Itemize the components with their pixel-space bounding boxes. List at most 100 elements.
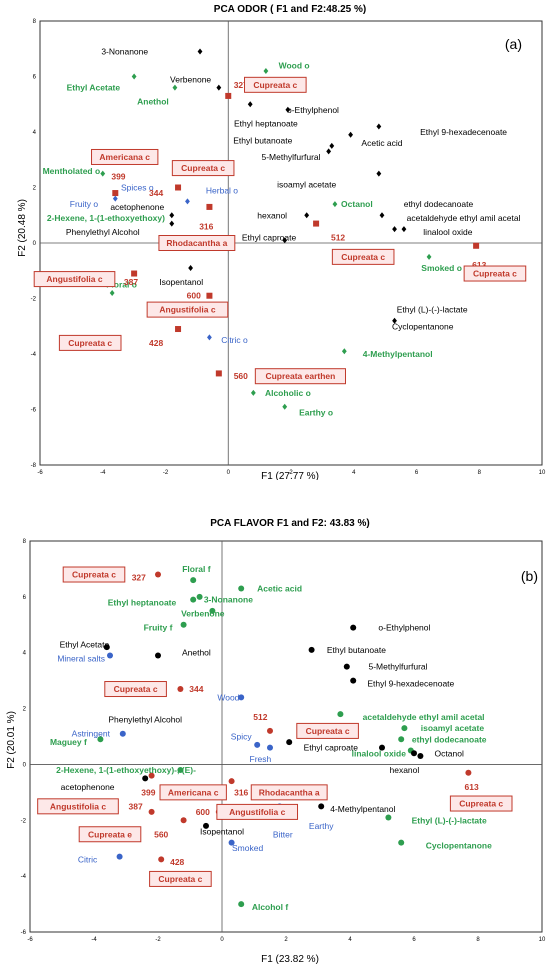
point-label: Cyclopentanone (392, 321, 454, 331)
data-point-attribute-green (385, 814, 392, 821)
point-label: 613 (472, 260, 486, 270)
y-tick-label: 8 (23, 539, 27, 545)
sample-label: Angustifolia c (159, 305, 215, 315)
data-point-compound (379, 212, 385, 219)
x-axis-label: F1 (23.82 %) (261, 954, 319, 965)
data-point-compound (247, 101, 253, 108)
data-point-attribute-green (97, 736, 104, 743)
y-tick-label: 4 (23, 651, 27, 657)
x-tick-label: -2 (155, 937, 161, 943)
data-point-attribute-green (180, 621, 187, 628)
sample-label: Cupreata c (459, 799, 503, 809)
point-label: 2-Hexene, 1-(1-ethoxyethoxy) (47, 213, 165, 223)
x-tick-label: 4 (352, 470, 356, 476)
point-label: 613 (465, 782, 479, 792)
y-tick-label: 0 (33, 241, 37, 247)
point-labels: Floral f Acetic acid Ethyl heptanoate 3-Non… (37, 564, 513, 912)
point-label: Maguey f (50, 737, 87, 747)
point-label: 600 (187, 291, 201, 301)
sample-label-box (33, 271, 116, 288)
point-label: Octanol (435, 748, 464, 758)
x-tick-label: 8 (478, 470, 482, 476)
sample-label-box (296, 722, 359, 739)
data-point-attribute-green (250, 389, 256, 396)
point-label: Alcoholic o (265, 388, 311, 398)
point-label: Fruity o (70, 199, 99, 209)
sample-label-box (149, 870, 212, 887)
data-point-sample (465, 769, 472, 776)
data-point-compound (401, 226, 407, 233)
point-label: Ethyl heptanoate (234, 119, 298, 129)
data-point-sample (155, 571, 161, 578)
data-point-compound (350, 624, 357, 631)
data-point-attribute-blue (107, 652, 113, 659)
point-label: isoamyl acetate (421, 723, 485, 733)
chart-title: PCA FLAVOR F1 and F2: 43.83 %) (210, 518, 369, 529)
y-tick-label: 2 (23, 707, 27, 713)
data-point-attribute-green (196, 593, 203, 600)
point-label: 327 (132, 572, 146, 582)
data-point-attribute-blue (207, 334, 212, 341)
sample-label: Cupreata e (88, 829, 132, 839)
point-label: linalool oxide (352, 748, 407, 758)
point-label: Citric o (221, 335, 248, 345)
point-label: 4-Methylpentanol (330, 804, 395, 814)
data-point-attribute-blue (254, 741, 261, 748)
sample-label: Rhodacantha a (166, 238, 227, 248)
y-tick-label: -4 (31, 352, 37, 358)
point-label: Ethyl (L)-(-)-lactate (397, 305, 468, 315)
sample-label-box (254, 368, 346, 385)
point-label: Mineral salts (57, 653, 105, 663)
y-tick-label: -8 (31, 463, 37, 469)
point-label: Earthy o (299, 407, 333, 417)
sample-label-box (78, 826, 142, 843)
point-label: Verbenone (181, 609, 225, 619)
point-label: Floral o (106, 280, 137, 290)
point-label: Bitter (273, 829, 293, 839)
point-label: Astringent (72, 729, 111, 739)
point-label: 387 (124, 277, 138, 287)
point-label: 344 (189, 684, 203, 694)
panel-label: (a) (505, 36, 522, 52)
point-label: Earthy (309, 821, 334, 831)
point-label: Herbal o (206, 185, 238, 195)
data-point-compound (326, 148, 332, 155)
point-label: 316 (199, 221, 213, 231)
data-point-sample (148, 808, 155, 815)
data-point-attribute-green (109, 289, 115, 296)
sample-label-box (62, 566, 126, 583)
data-point-attribute-green (238, 585, 245, 592)
point-label: 600 (196, 807, 210, 817)
data-point-attribute-green (190, 577, 197, 584)
x-tick-label: -2 (163, 470, 169, 476)
sample-label-box (331, 248, 395, 265)
point-labels: 3-Nonanone Verbenone o-Ethylphenol Ethyl he… (33, 47, 527, 417)
data-point-sample (473, 242, 480, 249)
y-tick-label: 6 (33, 75, 37, 81)
data-point-sample (175, 326, 182, 333)
point-label: Spices o (121, 183, 154, 193)
data-point-attribute-green (238, 901, 245, 908)
data-point-compound (304, 212, 310, 219)
sample-label-box (171, 160, 235, 177)
point-label: Ethyl Acetate (60, 639, 110, 649)
x-tick-label: 2 (289, 470, 293, 476)
data-point-attribute-green (398, 839, 405, 846)
sample-label-box (449, 795, 513, 812)
point-label: Isopentanol (200, 826, 244, 836)
sample-label: Cupreata c (68, 338, 112, 348)
x-tick-label: 4 (348, 937, 352, 943)
data-point-compound (392, 226, 397, 233)
data-point-compound (142, 775, 149, 782)
data-point-sample (206, 203, 213, 210)
point-label: 316 (234, 787, 248, 797)
x-axis-label: F1 (27.77 %) (261, 471, 319, 480)
point-label: 428 (170, 857, 184, 867)
data-point-compound (411, 750, 417, 757)
point-label: 4-Methylpentanol (363, 349, 433, 359)
data-point-compound (350, 677, 357, 684)
point-label: 5-Methylfurfural (368, 662, 427, 672)
data-point-attribute-green (337, 711, 344, 718)
point-label: Floral f (182, 564, 211, 574)
x-tick-label: 6 (412, 937, 416, 943)
